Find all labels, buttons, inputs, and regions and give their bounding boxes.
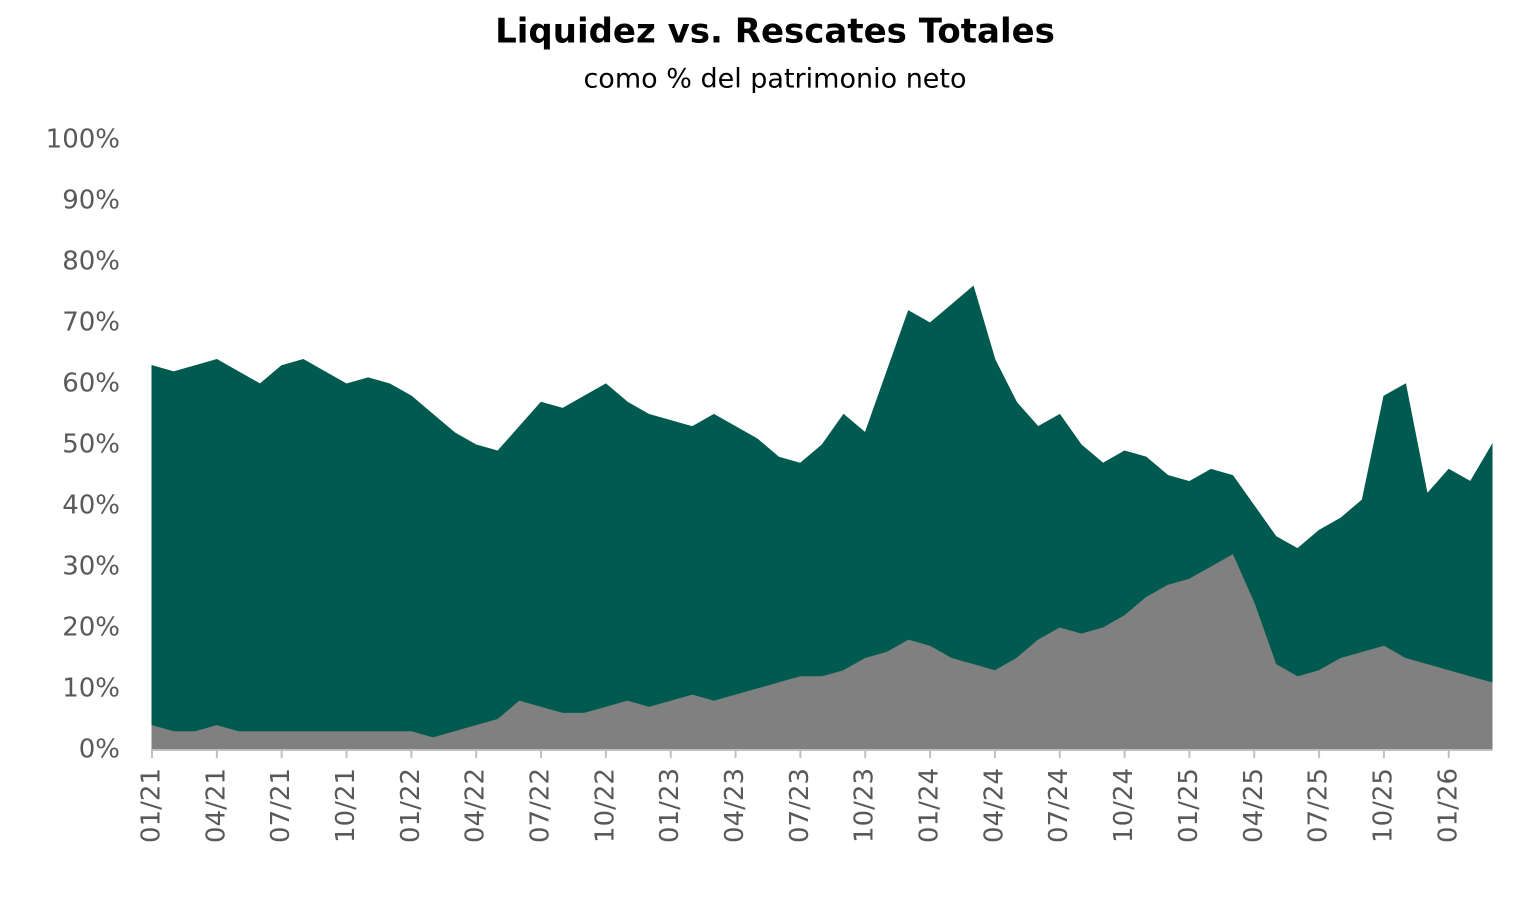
x-tick-label: 10/23 (850, 768, 880, 843)
x-tick-label: 04/25 (1239, 768, 1269, 843)
x-tick-label: 04/23 (720, 768, 750, 843)
y-tick-label: 0% (79, 735, 120, 765)
x-tick-label: 04/21 (201, 768, 231, 843)
x-tick-label: 07/22 (526, 768, 556, 843)
x-tick-label: 01/24 (915, 768, 945, 843)
chart-title: Liquidez vs. Rescates Totales (495, 12, 1055, 52)
x-tick-label: 01/22 (396, 768, 426, 843)
x-tick-label: 01/21 (137, 768, 167, 843)
y-tick-label: 10% (62, 674, 120, 704)
y-tick-label: 70% (62, 308, 120, 338)
y-tick-label: 90% (62, 186, 120, 216)
y-tick-label: 30% (62, 552, 120, 582)
x-tick-label: 10/22 (590, 768, 620, 843)
x-tick-label: 10/21 (331, 768, 361, 843)
x-tick-label: 01/26 (1433, 768, 1463, 843)
x-tick-label: 07/25 (1304, 768, 1334, 843)
x-tick-label: 10/25 (1368, 768, 1398, 843)
x-tick-label: 01/23 (655, 768, 685, 843)
x-tick-label: 04/24 (979, 768, 1009, 843)
x-tick-label: 10/24 (1109, 768, 1139, 843)
y-tick-label: 40% (62, 491, 120, 521)
y-tick-label: 50% (62, 430, 120, 460)
x-tick-label: 04/22 (461, 768, 491, 843)
chart-subtitle: como % del patrimonio neto (583, 64, 966, 95)
x-tick-label: 07/23 (785, 768, 815, 843)
y-tick-label: 60% (62, 369, 120, 399)
x-tick-label: 01/25 (1174, 768, 1204, 843)
x-tick-label: 07/24 (1044, 768, 1074, 843)
x-tick-label: 07/21 (266, 768, 296, 843)
y-tick-label: 20% (62, 613, 120, 643)
y-tick-label: 100% (46, 125, 120, 155)
area (151, 554, 1493, 751)
y-tick-label: 80% (62, 247, 120, 277)
